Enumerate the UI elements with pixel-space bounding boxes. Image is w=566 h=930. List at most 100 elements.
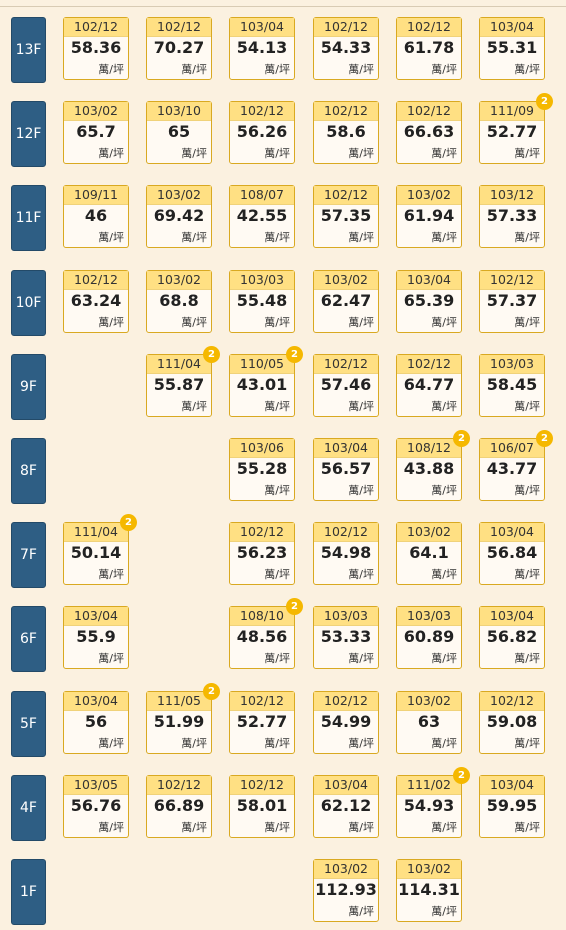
unit-price: 112.93 [315,880,377,899]
unit-card[interactable]: 111/04 50.14 萬/坪 2 [63,514,137,586]
transaction-date: 103/12 [480,186,544,206]
price-unit-label: 萬/坪 [431,315,457,329]
unit-card[interactable]: 103/02 112.93 萬/坪 [313,859,379,922]
unit-card[interactable]: 103/03 53.33 萬/坪 [313,606,379,670]
unit-card[interactable]: 109/11 46 萬/坪 [63,185,129,249]
unit-card[interactable]: 102/12 56.23 萬/坪 [229,522,295,586]
unit-price: 56.76 [70,795,122,815]
unit-card[interactable]: 102/12 56.26 萬/坪 [229,101,295,165]
unit-price: 56.26 [236,122,288,142]
unit-card[interactable]: 102/12 57.37 萬/坪 [479,269,545,333]
unit-card[interactable]: 103/02 68.8 萬/坪 [146,269,212,333]
unit-price: 61.94 [403,206,455,226]
unit-price: 65.7 [76,122,116,142]
price-unit-label: 萬/坪 [514,399,540,413]
unit-card[interactable]: 103/05 56.76 萬/坪 [63,774,129,838]
price-unit-label: 萬/坪 [264,147,290,161]
price-unit-label: 萬/坪 [264,568,290,582]
transaction-date: 102/12 [314,354,378,374]
unit-price: 58.6 [326,122,366,142]
transaction-date: 102/12 [230,523,294,543]
transaction-date: 111/05 [147,691,211,711]
price-unit-label: 萬/坪 [181,820,207,834]
unit-card[interactable]: 111/04 55.87 萬/坪 2 [146,345,220,417]
unit-card[interactable]: 103/02 69.42 萬/坪 [146,185,212,249]
unit-card[interactable]: 102/12 61.78 萬/坪 [396,17,462,80]
unit-card[interactable]: 103/04 56.82 萬/坪 [479,606,545,670]
unit-card[interactable]: 102/12 54.98 萬/坪 [313,522,379,586]
unit-card[interactable]: 102/12 59.08 萬/坪 [479,690,545,754]
floor-row: 7F 111/04 50.14 萬/坪 2 102/12 56.23 萬/坪 102/12 54.… [0,514,566,590]
unit-card[interactable]: 110/05 43.01 萬/坪 2 [229,345,303,417]
unit-card[interactable]: 111/05 51.99 萬/坪 2 [146,682,220,754]
unit-card[interactable]: 103/02 63 萬/坪 [396,690,462,754]
unit-price: 63 [417,711,441,731]
unit-card[interactable]: 102/12 52.77 萬/坪 [229,690,295,754]
price-unit-label: 萬/坪 [348,399,374,413]
unit-card[interactable]: 102/12 58.36 萬/坪 [63,17,129,80]
unit-card[interactable]: 108/07 42.55 萬/坪 [229,185,295,249]
unit-card[interactable]: 103/04 56.57 萬/坪 [313,438,379,501]
unit-card[interactable]: 108/10 48.56 萬/坪 2 [229,598,303,670]
price-unit-label: 萬/坪 [348,820,374,834]
transaction-date: 103/04 [480,18,544,37]
unit-card[interactable]: 103/02 61.94 萬/坪 [396,185,462,249]
price-unit-label: 萬/坪 [348,484,374,497]
unit-price: 57.37 [486,290,538,310]
unit-card[interactable]: 103/06 55.28 萬/坪 [229,438,295,501]
transaction-count-badge: 2 [120,514,137,532]
unit-price: 51.99 [153,711,205,731]
price-unit-label: 萬/坪 [264,399,290,413]
unit-card[interactable]: 102/12 63.24 萬/坪 [63,269,129,333]
unit-price: 43.01 [236,374,288,394]
unit-card[interactable]: 103/04 56.84 萬/坪 [479,522,545,586]
unit-card[interactable]: 106/07 43.77 萬/坪 2 [479,430,553,501]
unit-card[interactable]: 103/04 65.39 萬/坪 [396,269,462,333]
unit-card[interactable]: 111/09 52.77 萬/坪 2 [479,93,553,165]
unit-card[interactable]: 102/12 57.35 萬/坪 [313,185,379,249]
transaction-date: 103/03 [230,270,294,290]
unit-card[interactable]: 103/04 56 萬/坪 [63,690,129,754]
floor-row: 5F 103/04 56 萬/坪 111/05 51.99 萬/坪 2 102/12 52.77 萬… [0,682,566,759]
unit-card[interactable]: 103/03 55.48 萬/坪 [229,269,295,333]
unit-price: 46 [84,206,108,226]
unit-card[interactable]: 102/12 66.89 萬/坪 [146,774,212,838]
unit-card[interactable]: 103/04 55.31 萬/坪 [479,17,545,80]
transaction-date: 102/12 [314,102,378,122]
unit-card[interactable]: 102/12 58.01 萬/坪 [229,774,295,838]
price-unit-label: 萬/坪 [98,63,124,76]
price-unit-label: 萬/坪 [98,147,124,161]
transaction-date: 103/04 [480,607,544,627]
unit-card[interactable]: 102/12 66.63 萬/坪 [396,101,462,165]
unit-card[interactable]: 103/02 62.47 萬/坪 [313,269,379,333]
unit-card[interactable]: 102/12 64.77 萬/坪 [396,353,462,417]
unit-card[interactable]: 102/12 58.6 萬/坪 [313,101,379,165]
price-unit-label: 萬/坪 [264,484,290,497]
unit-card[interactable]: 102/12 54.99 萬/坪 [313,690,379,754]
unit-card[interactable]: 103/04 54.13 萬/坪 [229,17,295,80]
floor-label: 5F [11,690,46,757]
unit-card[interactable]: 103/03 58.45 萬/坪 [479,353,545,417]
unit-card[interactable]: 103/04 59.95 萬/坪 [479,774,545,838]
unit-card[interactable]: 111/02 54.93 萬/坪 2 [396,766,470,838]
unit-card[interactable]: 103/12 57.33 萬/坪 [479,185,545,249]
unit-card[interactable]: 102/12 57.46 萬/坪 [313,353,379,417]
transaction-count-badge: 2 [203,345,220,363]
unit-card[interactable]: 108/12 43.88 萬/坪 2 [396,430,470,501]
unit-card[interactable]: 103/03 60.89 萬/坪 [396,606,462,670]
unit-price: 66.63 [403,122,455,142]
unit-card[interactable]: 103/04 62.12 萬/坪 [313,774,379,838]
unit-card[interactable]: 103/04 55.9 萬/坪 [63,606,129,670]
unit-card[interactable]: 103/02 65.7 萬/坪 [63,101,129,165]
price-unit-label: 萬/坪 [348,568,374,582]
unit-card[interactable]: 102/12 70.27 萬/坪 [146,17,212,80]
unit-card[interactable]: 103/02 64.1 萬/坪 [396,522,462,586]
price-unit-label: 萬/坪 [431,399,457,413]
unit-card[interactable]: 103/10 65 萬/坪 [146,101,212,165]
unit-card[interactable]: 102/12 54.33 萬/坪 [313,17,379,80]
transaction-date: 103/02 [397,860,461,879]
floor-label: 1F [11,859,46,925]
transaction-date: 102/12 [397,18,461,37]
unit-card[interactable]: 103/02 114.31 萬/坪 [396,859,462,922]
transaction-date: 106/07 [480,439,544,458]
